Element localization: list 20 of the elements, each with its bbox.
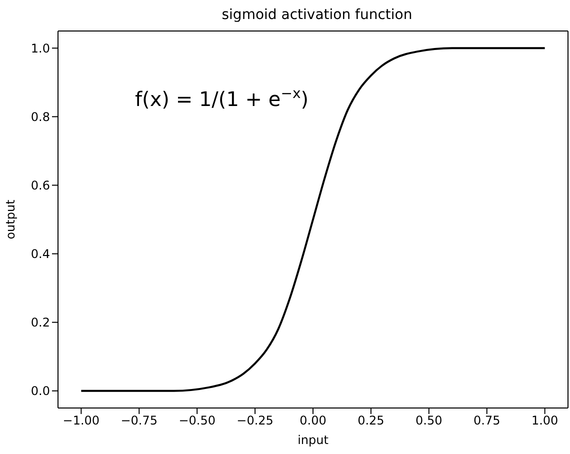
x-tick-label: 0.00: [300, 414, 326, 428]
y-axis-title: output: [3, 199, 18, 240]
y-tick-label: 0.4: [30, 247, 50, 262]
x-tick-label: −0.50: [178, 414, 216, 428]
x-tick-label: 0.50: [416, 414, 442, 428]
x-tick-label: −1.00: [62, 414, 100, 428]
chart-title: sigmoid activation function: [222, 7, 412, 23]
y-tick-label: 0.8: [30, 110, 50, 124]
y-tick-label: 0.2: [30, 316, 50, 330]
y-tick-label: 0.0: [30, 384, 50, 398]
annotation: f(x) = 1/(1 + e$^{−x}$): [135, 86, 309, 111]
line-series: [80, 47, 546, 392]
x-tick-label: 1.00: [531, 414, 558, 428]
x-tick-label: 0.25: [358, 414, 384, 428]
x-axis-title: input: [298, 433, 329, 447]
x-tick-label: −0.75: [120, 414, 158, 428]
x-tick-label: −0.25: [236, 414, 274, 428]
y-tick-label: 1.0: [30, 41, 50, 56]
x-tick-label: 0.75: [474, 414, 500, 428]
y-tick-label: 0.6: [30, 178, 50, 192]
